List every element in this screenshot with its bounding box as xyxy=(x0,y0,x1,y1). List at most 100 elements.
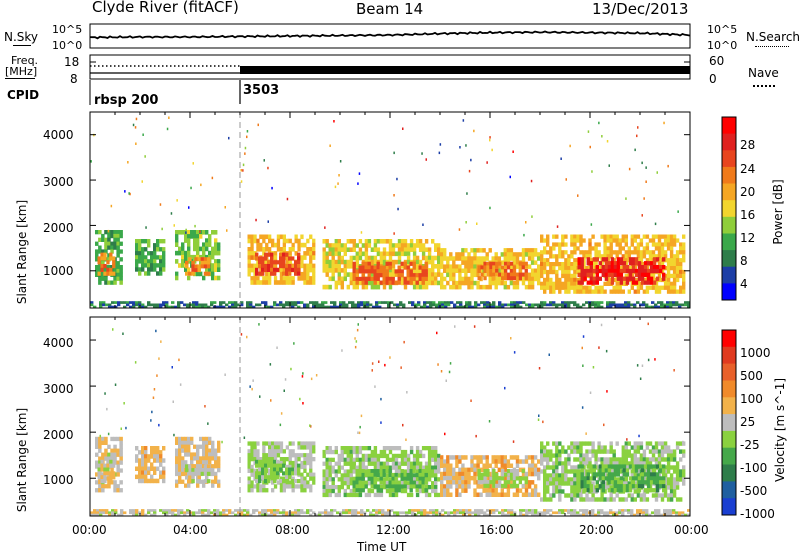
velocity-cell xyxy=(418,461,423,466)
velocity-cell xyxy=(373,461,378,466)
power-cell xyxy=(153,247,157,252)
power-cell xyxy=(524,276,528,281)
power-cell xyxy=(585,254,589,259)
freq-left-bottom: 8 xyxy=(70,72,78,86)
velocity-cell xyxy=(175,479,179,484)
velocity-cell xyxy=(96,511,100,515)
velocity-cell xyxy=(258,459,262,464)
power-cell xyxy=(458,276,462,282)
velocity-cell xyxy=(202,436,206,442)
power-cell xyxy=(382,273,386,278)
power-cell xyxy=(159,247,163,252)
velocity-cell xyxy=(147,458,151,463)
velocity-cell xyxy=(663,445,668,450)
power-cell xyxy=(321,301,325,304)
power-scatter-cell xyxy=(656,171,658,174)
velocity-cell xyxy=(294,464,298,470)
power-cell xyxy=(315,301,319,304)
velocity-cell xyxy=(437,469,441,474)
velocity-cell xyxy=(533,463,538,468)
velocity-cell xyxy=(618,457,622,462)
velocity-cell xyxy=(480,509,484,512)
velocity-ytick-4000: 4000 xyxy=(43,336,74,350)
power-scatter-cell xyxy=(468,169,471,173)
velocity-cell xyxy=(113,480,117,485)
power-cell xyxy=(646,280,651,285)
power-cell xyxy=(500,268,504,273)
power-cell xyxy=(255,271,259,276)
power-cell xyxy=(250,238,254,244)
velocity-cell xyxy=(607,488,612,493)
velocity-cell xyxy=(651,445,656,450)
velocity-cell xyxy=(570,441,574,446)
velocity-cell xyxy=(208,448,212,453)
power-cell xyxy=(106,271,110,276)
power-cell xyxy=(546,234,550,239)
velocity-cell xyxy=(147,478,151,484)
velocity-cell xyxy=(660,493,665,498)
velocity-cell xyxy=(349,449,353,455)
power-cell xyxy=(601,265,605,270)
velocity-cell xyxy=(181,448,185,453)
power-cell xyxy=(406,280,410,285)
power-cell xyxy=(168,305,172,309)
power-scatter-cell xyxy=(396,177,398,181)
power-cell xyxy=(325,264,329,269)
velocity-cell xyxy=(168,509,172,512)
velocity-cell xyxy=(171,509,175,512)
power-cell xyxy=(303,305,307,309)
date-title: 13/Dec/2013 xyxy=(592,0,689,18)
power-cell xyxy=(607,272,612,277)
power-cell xyxy=(633,238,637,243)
power-cell xyxy=(109,267,113,272)
velocity-cell xyxy=(303,445,307,450)
velocity-cell xyxy=(294,467,298,472)
power-cell xyxy=(464,248,468,253)
power-cell xyxy=(682,254,686,259)
power-cell xyxy=(500,252,504,257)
velocity-cell xyxy=(437,465,441,470)
velocity-cell xyxy=(616,488,621,493)
velocity-cell xyxy=(651,493,656,498)
velocity-cell xyxy=(418,449,423,455)
power-cell xyxy=(582,303,586,307)
power-cell xyxy=(138,247,142,252)
power-cell xyxy=(318,303,322,307)
power-cell xyxy=(345,305,349,309)
power-cell xyxy=(646,272,651,277)
noise-right-bottom: 10^0 xyxy=(707,39,738,52)
power-cell xyxy=(191,264,195,269)
velocity-cell xyxy=(190,436,194,442)
power-cell xyxy=(394,269,398,274)
power-cell xyxy=(250,276,254,281)
velocity-cell xyxy=(601,488,605,493)
velocity-cell xyxy=(309,445,313,450)
velocity-cell xyxy=(660,497,665,502)
velocity-cell xyxy=(646,484,651,489)
power-cell xyxy=(564,242,568,247)
velocity-cell xyxy=(225,513,229,517)
power-cell xyxy=(397,239,402,244)
power-cell xyxy=(282,256,286,261)
power-cell xyxy=(470,280,474,286)
power-cell xyxy=(573,289,577,294)
velocity-cell xyxy=(663,485,668,490)
power-cell xyxy=(515,260,520,265)
power-cell xyxy=(612,277,616,283)
power-cell xyxy=(666,305,670,309)
velocity-cell xyxy=(211,479,215,484)
power-cell xyxy=(388,276,392,281)
power-cell xyxy=(524,261,528,266)
velocity-cell xyxy=(643,472,648,477)
velocity-cell xyxy=(483,513,487,517)
power-cell xyxy=(663,258,668,263)
power-cell xyxy=(588,254,592,259)
velocity-cell xyxy=(543,473,547,478)
power-cell xyxy=(187,259,191,264)
power-cell xyxy=(113,237,117,242)
velocity-cell xyxy=(276,441,281,446)
velocity-cell xyxy=(300,509,304,512)
power-scatter-cell xyxy=(168,116,170,119)
velocity-cell xyxy=(394,465,399,470)
velocity-cell xyxy=(178,444,182,449)
